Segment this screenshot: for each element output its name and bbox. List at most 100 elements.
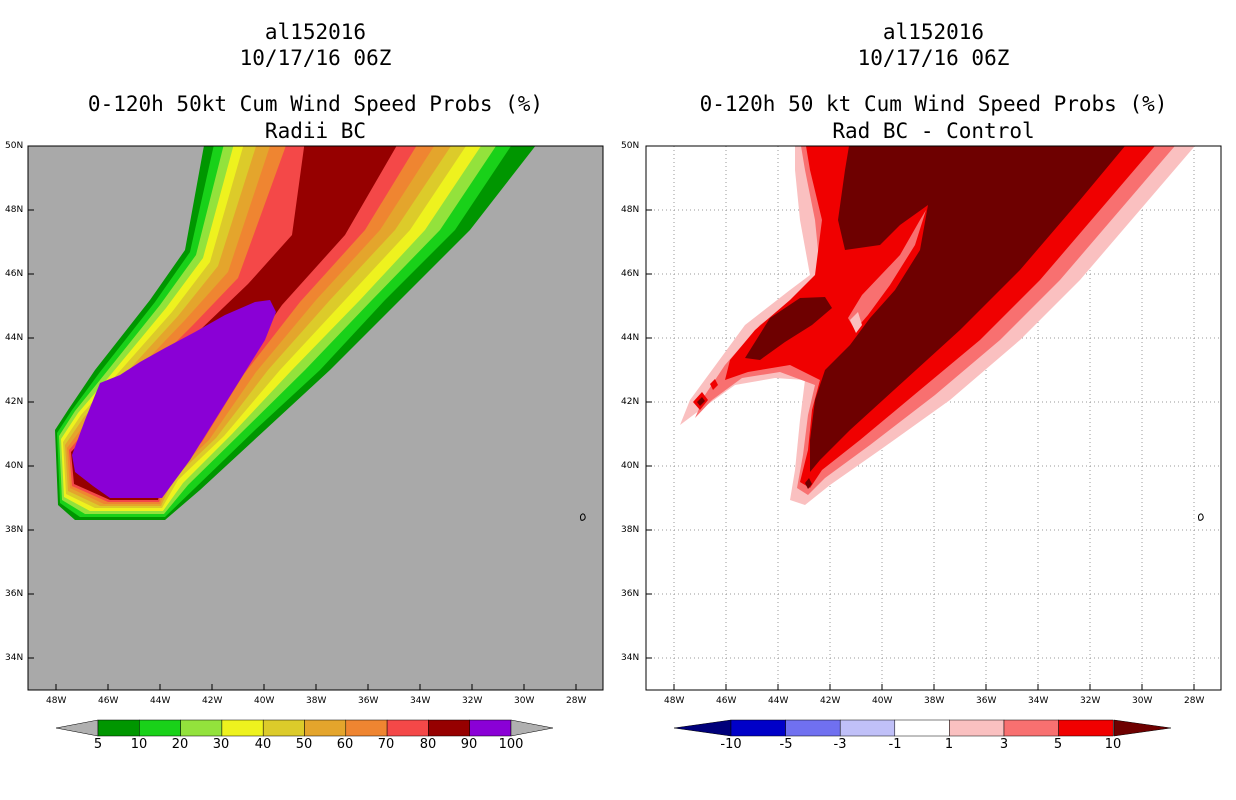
- right-band-3-5: [695, 146, 1175, 495]
- right-lat-label: 46N: [621, 269, 640, 279]
- right-lat-label: 44N: [621, 333, 640, 343]
- right-colorbar-over: [1113, 719, 1172, 737]
- left-lon-label: 44W: [150, 696, 171, 706]
- right-band-1-3: [680, 146, 1195, 505]
- left-band-80: [71, 146, 397, 500]
- left-plot-background: [28, 146, 603, 690]
- right-lon-label: 28W: [1184, 696, 1205, 706]
- right-lat-label: 48N: [621, 205, 640, 215]
- right-lobe-gap: [848, 210, 926, 330]
- left-colorbar-label: 100: [498, 737, 524, 752]
- right-chart-title: 0-120h 50 kt Cum Wind Speed Probs (%): [699, 92, 1168, 116]
- left-datetime: 10/17/16 06Z: [239, 46, 392, 70]
- right-lon-label: 30W: [1132, 696, 1153, 706]
- left-lon-label: 34W: [410, 696, 431, 706]
- colorbar-segment: [1058, 719, 1114, 737]
- right-colorbar-label: 5: [1053, 737, 1063, 752]
- right-colorbar-label: 10: [1104, 737, 1122, 752]
- right-colorbar-label: 1: [944, 737, 954, 752]
- left-band-10: [57, 146, 511, 517]
- right-lon-label: 34W: [1028, 696, 1049, 706]
- left-axis-ticks: [28, 145, 577, 690]
- right-colorbar-label: -5: [779, 737, 793, 752]
- right-lon-label: 48W: [664, 696, 685, 706]
- colorbar-segment: [139, 719, 181, 737]
- right-datetime: 10/17/16 06Z: [857, 46, 1010, 70]
- right-island-outline: [1198, 513, 1204, 521]
- colorbar-segment: [180, 719, 223, 737]
- left-lon-label: 38W: [306, 696, 327, 706]
- left-lat-label: 46N: [5, 269, 24, 279]
- right-small-blob-4: [805, 478, 812, 489]
- right-lon-label: 36W: [976, 696, 997, 706]
- right-lobe-gap-inner: [850, 312, 862, 333]
- right-lat-label: 40N: [621, 461, 640, 471]
- colorbar-segment: [839, 719, 896, 737]
- colorbar-segment: [785, 719, 841, 737]
- left-lon-label: 42W: [202, 696, 223, 706]
- right-colorbar-under: [674, 719, 732, 737]
- left-colorbar-label: 5: [93, 737, 103, 752]
- left-band-5: [55, 146, 536, 520]
- left-band-50: [65, 146, 451, 506]
- right-lon-label: 32W: [1080, 696, 1101, 706]
- left-lat-label: 40N: [5, 461, 24, 471]
- left-chart-title: 0-120h 50kt Cum Wind Speed Probs (%): [87, 92, 544, 116]
- left-lat-label: 36N: [5, 589, 24, 599]
- right-colorbar-label: -3: [833, 737, 847, 752]
- left-lon-label: 32W: [462, 696, 483, 706]
- left-colorbar-segments: [97, 719, 512, 737]
- right-storm-id: al152016: [882, 20, 985, 44]
- right-band-5-10: [725, 146, 1155, 488]
- left-lon-label: 46W: [98, 696, 119, 706]
- colorbar-segment: [221, 719, 264, 737]
- right-lat-label: 42N: [621, 397, 640, 407]
- left-storm-id: al152016: [264, 20, 367, 44]
- left-colorbar-label: 30: [212, 737, 230, 752]
- left-band-70: [69, 146, 417, 502]
- colorbar-segment: [97, 719, 140, 737]
- left-colorbar-label: 90: [460, 737, 478, 752]
- left-lat-label: 50N: [5, 141, 24, 151]
- left-colorbar-over: [510, 719, 554, 737]
- colorbar-segment: [262, 719, 305, 737]
- right-lat-label: 34N: [621, 653, 640, 663]
- colorbar-segment: [428, 719, 470, 737]
- right-lon-label: 46W: [716, 696, 737, 706]
- left-band-100: [72, 300, 276, 498]
- left-band-20: [59, 146, 496, 514]
- left-lon-label: 48W: [46, 696, 67, 706]
- left-chart-subtitle: Radii BC: [264, 119, 367, 143]
- colorbar-segment: [345, 719, 388, 737]
- left-lon-label: 30W: [514, 696, 535, 706]
- right-lat-label: 38N: [621, 525, 640, 535]
- right-colorbar-label: -10: [720, 737, 742, 752]
- right-lon-label: 38W: [924, 696, 945, 706]
- left-colorbar: [56, 719, 554, 737]
- left-lon-label: 28W: [566, 696, 587, 706]
- left-colorbar-label: 80: [419, 737, 437, 752]
- left-colorbar-label: 70: [377, 737, 395, 752]
- right-lat-label: 36N: [621, 589, 640, 599]
- right-lon-label: 44W: [768, 696, 789, 706]
- right-chart-subtitle: Rad BC - Control: [832, 119, 1035, 143]
- colorbar-segment: [386, 719, 429, 737]
- right-colorbar-label: 3: [999, 737, 1009, 752]
- right-lon-label: 40W: [872, 696, 893, 706]
- left-colorbar-under: [56, 719, 99, 737]
- left-colorbar-label: 20: [171, 737, 189, 752]
- colorbar-segment: [949, 719, 1005, 737]
- left-colorbar-label: 60: [336, 737, 354, 752]
- left-lon-label: 40W: [254, 696, 275, 706]
- left-lat-label: 38N: [5, 525, 24, 535]
- left-band-30: [61, 146, 481, 511]
- left-band-60: [67, 146, 435, 504]
- right-colorbar-label: -1: [888, 737, 902, 752]
- left-colorbar-label: 10: [130, 737, 148, 752]
- left-lat-label: 48N: [5, 205, 24, 215]
- right-small-blob-3: [710, 379, 718, 390]
- left-lat-label: 44N: [5, 333, 24, 343]
- left-band-40: [63, 146, 466, 508]
- right-band-over-10: [810, 146, 1125, 472]
- left-colorbar-label: 50: [295, 737, 313, 752]
